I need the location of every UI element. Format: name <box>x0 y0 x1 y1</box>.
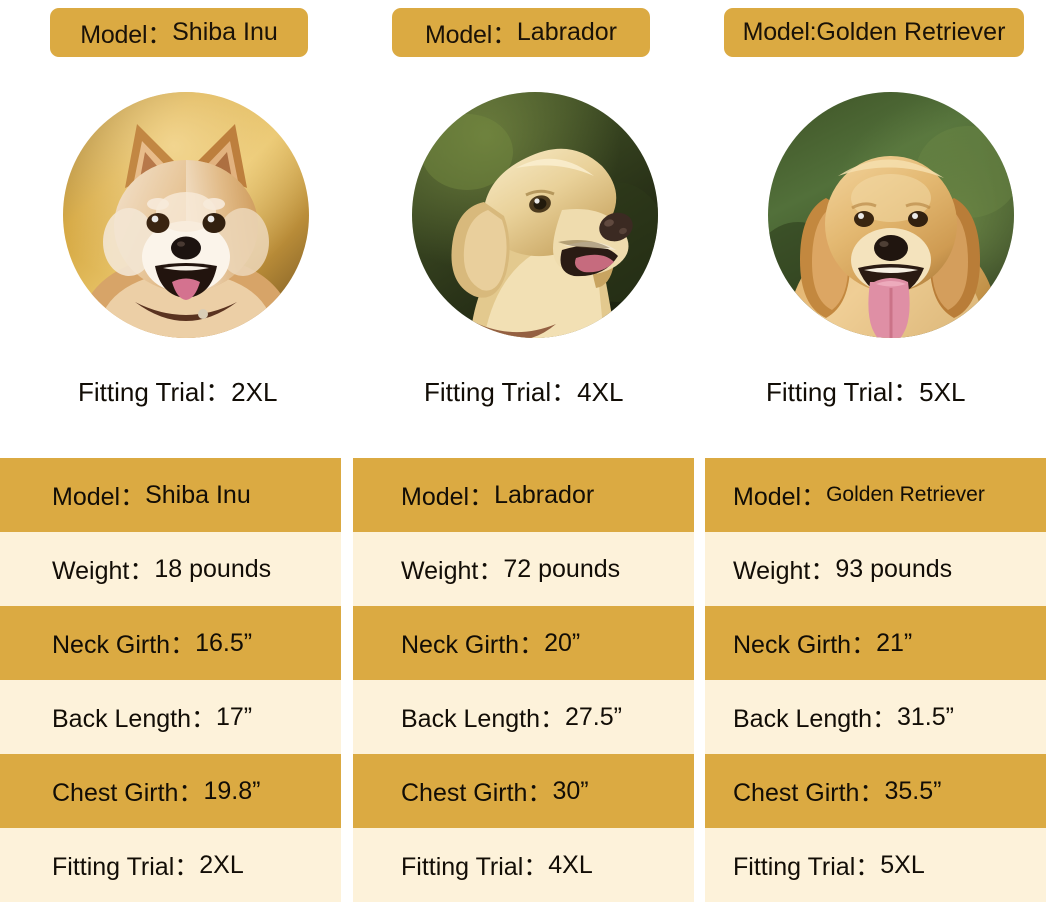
spec-key: Model： <box>733 483 827 511</box>
table-row: Fitting Trial： 2XL <box>0 828 341 902</box>
spec-value: 4XL <box>548 850 593 879</box>
spec-key: Weight： <box>733 557 836 585</box>
fitting-trial-caption-shiba-inu: Fitting Trial：2XL <box>78 377 278 407</box>
spec-key: Model： <box>52 483 146 511</box>
labrador-photo <box>412 92 658 338</box>
spec-key: Model： <box>401 483 495 511</box>
model-badge-label: Model： <box>425 20 517 49</box>
spec-key: Fitting Trial： <box>733 853 881 881</box>
dog-photo-row <box>0 92 1050 342</box>
spec-value: 27.5” <box>565 702 622 731</box>
model-badge-label: Model： <box>80 20 173 49</box>
spec-value: 93 pounds <box>835 554 953 583</box>
spec-key: Chest Girth： <box>401 779 553 807</box>
spec-value: Golden Retriever <box>826 483 985 506</box>
model-badge-value: Golden Retriever <box>816 18 1006 46</box>
spec-key: Neck Girth： <box>401 631 545 659</box>
table-row: Neck Girth： 20” <box>353 606 694 680</box>
model-badge-label: Model: <box>742 18 817 46</box>
table-row: Back Length： 31.5” <box>705 680 1046 754</box>
spec-key: Neck Girth： <box>52 631 196 659</box>
table-row: Model： Golden Retriever <box>705 458 1046 532</box>
spec-key: Fitting Trial： <box>401 853 549 881</box>
spec-value: 35.5” <box>884 776 942 805</box>
table-row: Neck Girth： 21” <box>705 606 1046 680</box>
spec-value: 2XL <box>199 850 244 879</box>
golden-retriever-photo <box>768 92 1014 338</box>
spec-value: 31.5” <box>897 702 954 731</box>
spec-value: 20” <box>544 628 581 657</box>
table-row: Back Length： 27.5” <box>353 680 694 754</box>
shiba-inu-photo <box>63 92 309 338</box>
table-row: Chest Girth： 19.8” <box>0 754 341 828</box>
spec-value: 17” <box>216 702 253 731</box>
table-row: Neck Girth： 16.5” <box>0 606 341 680</box>
fitting-trial-caption-row: Fitting Trial：2XL Fitting Trial：4XL Fitt… <box>0 372 1050 416</box>
spec-key: Back Length： <box>733 705 897 733</box>
table-row: Weight： 93 pounds <box>705 532 1046 606</box>
table-row: Chest Girth： 30” <box>353 754 694 828</box>
fitting-trial-caption-labrador: Fitting Trial：4XL <box>424 377 624 407</box>
spec-value: 72 pounds <box>503 554 621 583</box>
spec-key: Chest Girth： <box>52 779 204 807</box>
spec-key: Neck Girth： <box>733 631 877 659</box>
table-row: Chest Girth： 35.5” <box>705 754 1046 828</box>
table-row: Weight： 72 pounds <box>353 532 694 606</box>
table-row: Model： Shiba Inu <box>0 458 341 532</box>
model-badge-labrador: Model： Labrador <box>392 8 650 57</box>
table-row: Fitting Trial： 5XL <box>705 828 1046 902</box>
table-row: Weight： 18 pounds <box>0 532 341 606</box>
table-row: Model： Labrador <box>353 458 694 532</box>
model-badge-value: Labrador <box>516 18 617 46</box>
spec-key: Fitting Trial： <box>52 853 200 881</box>
spec-value: 21” <box>876 628 913 657</box>
model-badge-value: Shiba Inu <box>172 18 278 46</box>
model-badge-shiba-inu: Model： Shiba Inu <box>50 8 308 57</box>
table-row: Fitting Trial： 4XL <box>353 828 694 902</box>
spec-table-labrador: Model： Labrador Weight： 72 pounds Neck G… <box>353 458 694 902</box>
model-badge-row: Model： Shiba Inu Model： Labrador Model: … <box>0 0 1050 66</box>
spec-key: Chest Girth： <box>733 779 885 807</box>
spec-tables: Model： Shiba Inu Weight： 18 pounds Neck … <box>0 458 1050 902</box>
spec-value: Shiba Inu <box>145 480 251 509</box>
spec-key: Weight： <box>52 557 155 585</box>
spec-value: 18 pounds <box>154 554 272 583</box>
spec-key: Back Length： <box>52 705 216 733</box>
fitting-trial-caption-golden-retriever: Fitting Trial：5XL <box>766 377 966 407</box>
table-row: Back Length： 17” <box>0 680 341 754</box>
spec-value: 19.8” <box>203 776 261 805</box>
spec-table-golden-retriever: Model： Golden Retriever Weight： 93 pound… <box>705 458 1046 902</box>
spec-value: Labrador <box>494 480 595 509</box>
spec-key: Weight： <box>401 557 504 585</box>
spec-table-shiba-inu: Model： Shiba Inu Weight： 18 pounds Neck … <box>0 458 341 902</box>
spec-value: 5XL <box>880 850 925 879</box>
spec-key: Back Length： <box>401 705 565 733</box>
spec-value: 16.5” <box>195 628 253 657</box>
spec-value: 30” <box>552 776 589 805</box>
model-badge-golden-retriever: Model: Golden Retriever <box>724 8 1024 57</box>
